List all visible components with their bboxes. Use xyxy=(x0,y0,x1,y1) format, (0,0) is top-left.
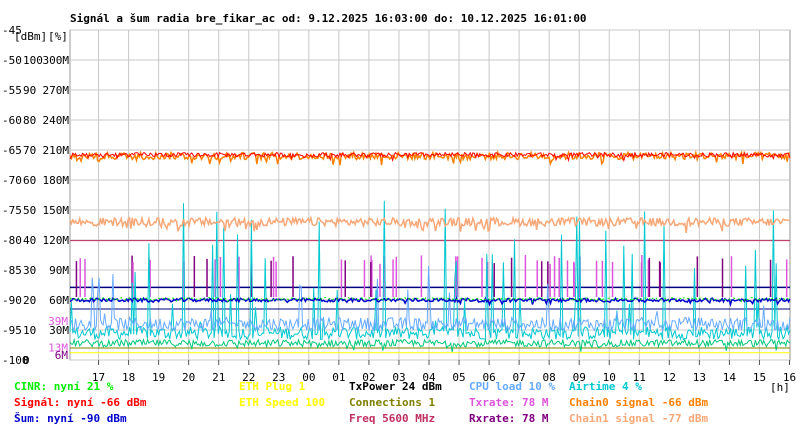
legend-entry: Freq 5600 MHz xyxy=(349,412,435,425)
y-tick-pct: 60 xyxy=(23,174,36,187)
airtime-series xyxy=(69,200,791,342)
x-tick-label: 18 xyxy=(122,371,135,384)
x-tick-label: 05 xyxy=(452,371,465,384)
legend-entry: ETH Plug 1 xyxy=(239,380,306,393)
chart-title: Signál a šum radia bre_fikar_ac od: 9.12… xyxy=(70,12,587,25)
side-label: 6M xyxy=(55,349,69,362)
legend-entry: Rxrate: 78 M xyxy=(469,412,549,425)
y-tick-rate: 240M xyxy=(43,114,70,127)
y-tick-dbm: -80 xyxy=(2,234,22,247)
noise-series xyxy=(69,296,791,308)
y-unit-dbm: [dBm] xyxy=(14,30,47,43)
y-tick-rate: 120M xyxy=(43,234,70,247)
x-tick-label: 21 xyxy=(212,371,225,384)
x-tick-label: 02 xyxy=(362,371,375,384)
legend-entry: CINR: nyní 21 % xyxy=(14,380,114,393)
y-tick-dbm: -60 xyxy=(2,114,22,127)
x-tick-label: 04 xyxy=(422,371,436,384)
x-tick-label: 10 xyxy=(603,371,616,384)
legend-entry: CPU load 10 % xyxy=(469,380,555,393)
y-tick-pct: 40 xyxy=(23,234,36,247)
legend-entry: Chain0 signal -66 dBm xyxy=(569,396,708,409)
legend-entry: Connections 1 xyxy=(349,396,435,409)
x-tick-label: 20 xyxy=(182,371,195,384)
y-tick-rate: 210M xyxy=(43,144,70,157)
y-tick-pct: 70 xyxy=(23,144,36,157)
x-tick-label: 12 xyxy=(663,371,676,384)
x-tick-label: 15 xyxy=(753,371,766,384)
x-tick-label: 00 xyxy=(302,371,315,384)
y-tick-dbm: -70 xyxy=(2,174,22,187)
y-tick-dbm: -95 xyxy=(2,324,22,337)
x-tick-label: 23 xyxy=(272,371,285,384)
x-tick-label: 11 xyxy=(633,371,646,384)
y-tick-rate: 60M xyxy=(49,294,69,307)
chain1-series xyxy=(69,215,791,234)
x-tick-label: 03 xyxy=(392,371,405,384)
x-tick-label: 17 xyxy=(92,371,105,384)
y-tick-dbm: -65 xyxy=(2,144,22,157)
legend-entry: Šum: nyní -90 dBm xyxy=(14,412,127,425)
cinr-low-series xyxy=(69,337,791,353)
y-tick-rate: 90M xyxy=(49,264,69,277)
y-tick-rate: 300M xyxy=(43,54,70,67)
signal-series xyxy=(69,151,791,163)
y-tick-pct: 30 xyxy=(23,264,36,277)
y-tick-pct: 20 xyxy=(23,294,36,307)
legend-entry: ETH Speed 100 xyxy=(239,396,325,409)
y-tick-rate: 180M xyxy=(43,174,70,187)
legend-entry: TxPower 24 dBm xyxy=(349,380,442,393)
legend-entry: Txrate: 78 M xyxy=(469,396,549,409)
x-tick-label: 07 xyxy=(512,371,525,384)
x-unit: [h] xyxy=(770,381,790,394)
x-tick-label: 01 xyxy=(332,371,345,384)
legend-entry: Chain1 signal -77 dBm xyxy=(569,412,708,425)
y-tick-dbm: -55 xyxy=(2,84,22,97)
legend-entry: Signál: nyní -66 dBm xyxy=(14,396,147,409)
y-tick-pct: 100 xyxy=(23,54,43,67)
x-tick-label: 19 xyxy=(152,371,165,384)
y-unit-pct: [%] xyxy=(48,30,68,43)
y-tick-rate: 150M xyxy=(43,204,70,217)
y-tick-dbm: -100 xyxy=(2,354,29,367)
y-tick-rate: 30M xyxy=(49,324,69,337)
y-tick-dbm: -45 xyxy=(2,24,22,37)
legend: CINR: nyní 21 % Signál: nyní -66 dBm Šum: … xyxy=(14,380,708,425)
x-tick-label: 08 xyxy=(543,371,556,384)
legend-entry: Airtime 4 % xyxy=(569,380,642,393)
x-tick-label: 16 xyxy=(783,371,796,384)
axes: -45-50 100 300M-55 90 270M-60 80 240M-65 70 210M… xyxy=(2,24,796,384)
side-label: 39M xyxy=(48,315,68,328)
y-tick-dbm: -50 xyxy=(2,54,22,67)
y-tick-pct: 0 xyxy=(23,354,30,367)
x-tick-label: 22 xyxy=(242,371,255,384)
x-tick-label: 13 xyxy=(693,371,706,384)
x-tick-label: 06 xyxy=(482,371,495,384)
y-tick-dbm: -75 xyxy=(2,204,22,217)
plot-area xyxy=(69,149,791,354)
y-tick-dbm: -90 xyxy=(2,294,22,307)
y-tick-pct: 50 xyxy=(23,204,36,217)
y-tick-pct: 80 xyxy=(23,114,36,127)
y-tick-pct: 10 xyxy=(23,324,36,337)
x-tick-label: 14 xyxy=(723,371,737,384)
side-label: 13M xyxy=(48,341,68,354)
x-tick-label: 09 xyxy=(573,371,586,384)
y-tick-dbm: -85 xyxy=(2,264,22,277)
y-tick-pct: 90 xyxy=(23,84,36,97)
y-tick-rate: 270M xyxy=(43,84,70,97)
